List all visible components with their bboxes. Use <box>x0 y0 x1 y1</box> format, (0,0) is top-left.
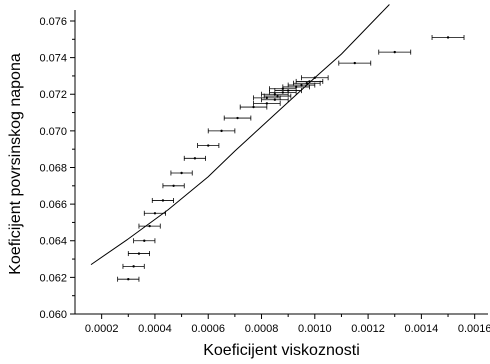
x-tick-label: 0.0012 <box>351 323 385 335</box>
x-tick-label: 0.0008 <box>245 323 279 335</box>
x-tick-label: 0.0002 <box>85 323 119 335</box>
data-point <box>117 276 140 282</box>
point-marker <box>446 36 450 39</box>
data-point <box>223 115 252 121</box>
data-point <box>122 263 145 269</box>
data-point <box>431 34 465 40</box>
point-marker <box>148 224 151 228</box>
x-tick-label: 0.0010 <box>298 323 332 335</box>
y-axis-title: Koeficijent povrsinskog napona <box>7 53 24 275</box>
x-tick-label: 0.0006 <box>191 323 225 335</box>
point-marker <box>153 212 157 215</box>
point-marker <box>143 239 146 242</box>
point-marker <box>265 102 269 105</box>
point-marker <box>286 89 290 92</box>
point-marker <box>273 93 277 96</box>
point-marker <box>193 157 197 160</box>
point-marker <box>180 171 183 175</box>
point-marker <box>161 199 165 202</box>
y-tick-label: 0.070 <box>39 126 67 138</box>
data-point <box>253 95 281 101</box>
data-point <box>170 170 193 176</box>
point-marker <box>393 50 396 54</box>
y-tick-label: 0.068 <box>39 162 67 174</box>
y-tick-label: 0.066 <box>39 199 67 211</box>
point-marker <box>276 94 279 98</box>
point-marker <box>305 82 309 85</box>
point-marker <box>172 184 175 188</box>
data-point <box>138 223 161 229</box>
x-tick-label: 0.0014 <box>405 323 439 335</box>
point-marker <box>281 91 285 94</box>
data-point <box>183 155 206 161</box>
data-point <box>378 49 412 55</box>
y-tick-label: 0.074 <box>39 53 67 65</box>
point-marker <box>220 129 223 133</box>
data-point <box>338 60 372 66</box>
data-point <box>127 251 151 257</box>
x-axis-title: Koeficijent viskoznosti <box>203 342 360 359</box>
point-marker <box>207 144 210 147</box>
x-tick-label: 0.0004 <box>138 323 172 335</box>
y-tick-label: 0.064 <box>39 236 67 248</box>
point-marker <box>353 61 356 65</box>
point-marker <box>236 116 239 120</box>
data-point <box>197 143 220 149</box>
data-point <box>253 100 281 106</box>
point-marker <box>265 96 269 100</box>
data-point <box>239 104 268 110</box>
point-marker <box>300 83 303 87</box>
data-point <box>133 238 156 244</box>
point-marker <box>127 278 130 281</box>
point-marker <box>132 265 135 268</box>
y-tick-label: 0.076 <box>39 16 67 28</box>
y-tick-label: 0.072 <box>39 89 67 101</box>
point-marker <box>273 98 277 101</box>
data-point <box>207 128 236 134</box>
point-marker <box>294 85 298 89</box>
fit-line <box>90 4 390 266</box>
y-tick-label: 0.060 <box>39 309 67 321</box>
data-point <box>162 183 185 189</box>
data-point <box>261 97 289 103</box>
data-point <box>151 197 174 203</box>
y-tick-label: 0.062 <box>39 272 67 284</box>
point-marker <box>252 105 255 109</box>
point-marker <box>137 252 141 255</box>
data-point <box>143 210 166 216</box>
x-tick-label: 0.0016 <box>458 323 490 335</box>
